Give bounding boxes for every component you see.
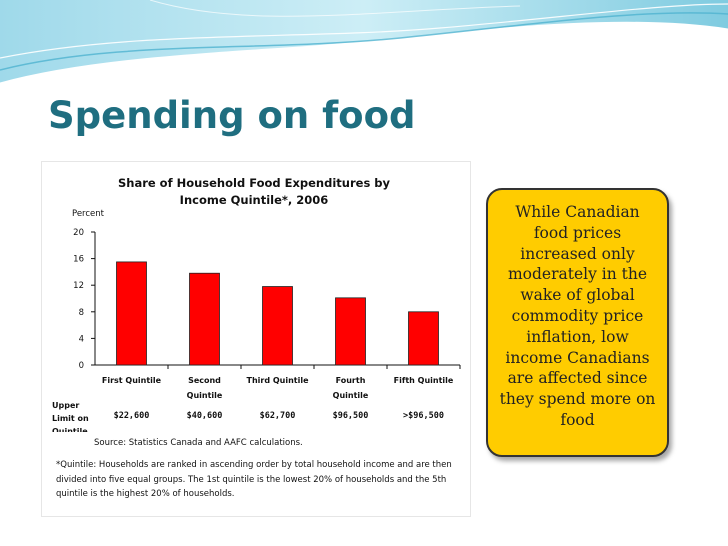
header-wave-decoration: [0, 0, 728, 86]
x-tick-label: Second: [188, 376, 221, 385]
chart-title-line-2: Income Quintile*, 2006: [180, 193, 329, 207]
y-tick-label: 16: [73, 255, 84, 265]
y-axis-label: Percent: [72, 209, 105, 219]
bar: [262, 286, 293, 366]
x-tick-label: First Quintile: [102, 376, 162, 385]
y-tick-label: 0: [79, 361, 84, 371]
callout-text: While Canadian food prices increased onl…: [499, 203, 656, 429]
x-tick-label: Third Quintile: [246, 376, 309, 385]
x-tick-label-line-2: Quintile: [333, 391, 369, 400]
upper-limit-value: >$96,500: [403, 411, 444, 421]
upper-limit-header: Quintile: [52, 427, 88, 432]
y-tick-label: 12: [73, 281, 84, 291]
upper-limit-value: $96,500: [333, 411, 369, 421]
bar: [116, 261, 147, 366]
bar-chart: Share of Household Food Expenditures by …: [52, 176, 461, 432]
upper-limit-header: Upper: [52, 401, 79, 410]
x-tick-label-line-2: Quintile: [187, 391, 223, 400]
chart-source: Source: Statistics Canada and AAFC calcu…: [94, 438, 303, 448]
y-tick-label: 20: [73, 228, 84, 238]
bar: [408, 311, 439, 366]
y-tick-label: 8: [79, 308, 84, 318]
x-tick-label: Fifth Quintile: [394, 376, 454, 385]
upper-limit-header: Limit on: [52, 414, 89, 423]
upper-limit-value: $22,600: [114, 411, 150, 421]
bar: [335, 297, 366, 366]
callout-box: While Canadian food prices increased onl…: [486, 188, 669, 457]
y-tick-label: 4: [79, 334, 84, 344]
x-tick-label: Fourth: [336, 376, 366, 385]
slide-title: Spending on food: [48, 94, 416, 137]
chart-figure: Share of Household Food Expenditures by …: [41, 161, 471, 517]
chart-title-line-1: Share of Household Food Expenditures by: [118, 176, 391, 190]
chart-footnote: *Quintile: Households are ranked in asce…: [56, 460, 452, 499]
upper-limit-value: $40,600: [187, 411, 223, 421]
upper-limit-value: $62,700: [260, 411, 296, 421]
bar: [189, 272, 220, 366]
